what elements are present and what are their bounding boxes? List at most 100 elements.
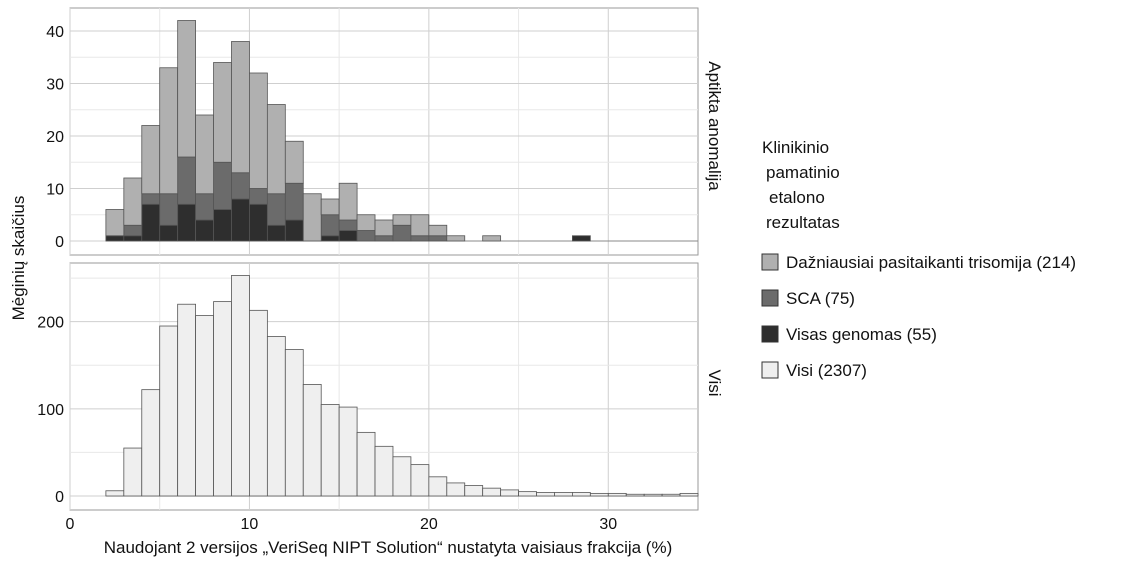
bar [374, 219, 394, 237]
legend-label-common-trisomy: Dažniausiai pasitaikanti trisomija (214) [786, 253, 1076, 272]
bar [607, 492, 627, 497]
bar [231, 172, 250, 200]
y-tick-label: 100 [37, 402, 64, 419]
bar [141, 193, 161, 205]
legend: Klinikinio pamatinio etalono rezultatas … [761, 138, 1076, 380]
legend-title-line-3: etalono [769, 188, 825, 207]
bar [213, 161, 232, 210]
legend-title-line-1: Klinikinio [762, 138, 829, 157]
bar [249, 188, 268, 205]
bar [356, 214, 376, 231]
y-axis-title: Mėginių skaičius [9, 196, 28, 321]
strip-label-anomaly: Aptikta anomalija [705, 61, 724, 191]
bar [392, 456, 412, 497]
bar [572, 235, 591, 242]
bar [446, 235, 466, 242]
bar [177, 303, 197, 497]
bar [536, 492, 555, 497]
legend-label-sca: SCA (75) [786, 289, 855, 308]
bar [464, 485, 484, 497]
legend-swatch-all [761, 361, 779, 379]
bar [338, 230, 358, 242]
y-tick-label: 30 [46, 77, 64, 94]
bar [338, 406, 358, 497]
bar [428, 476, 448, 497]
legend-swatch-sca [761, 289, 779, 307]
bar [428, 224, 448, 237]
bar [338, 182, 358, 221]
bar [356, 431, 376, 497]
bar [643, 493, 663, 497]
legend-title-line-2: pamatinio [766, 163, 840, 182]
bar [428, 235, 448, 242]
bar [589, 492, 609, 497]
bar [266, 336, 286, 497]
bar [195, 193, 214, 221]
bar [284, 349, 304, 497]
bar [213, 301, 232, 497]
x-tick-label: 10 [241, 516, 259, 533]
bar [141, 203, 161, 242]
bar [159, 224, 179, 242]
bar [266, 193, 286, 226]
y-tick-label: 200 [37, 315, 64, 332]
bar [213, 62, 232, 163]
bar [679, 492, 699, 497]
bar [356, 230, 376, 242]
bar [123, 447, 143, 497]
bar [284, 219, 304, 242]
bar [159, 67, 179, 195]
bar [177, 156, 197, 205]
panel-all: 0 100 200 [37, 262, 699, 511]
bar [302, 193, 322, 242]
bar [141, 125, 161, 195]
panel-anomaly-detected: 0 10 20 30 40 [46, 7, 699, 256]
bar [482, 235, 502, 242]
bar [374, 445, 394, 497]
x-axis: 0 10 20 30 [66, 516, 618, 533]
legend-label-genome-wide: Visas genomas (55) [786, 325, 937, 344]
bar [231, 275, 250, 497]
legend-label-all: Visi (2307) [786, 361, 867, 380]
bar [231, 198, 250, 242]
bar [159, 193, 179, 226]
bar [320, 198, 340, 216]
y-tick-label: 0 [55, 489, 64, 506]
bar [195, 315, 214, 497]
bar [661, 493, 681, 497]
x-tick-label: 30 [599, 516, 617, 533]
bar [500, 489, 519, 497]
bar [392, 214, 412, 226]
x-axis-title: Naudojant 2 versijos „VeriSeq NIPT Solut… [104, 538, 673, 557]
bar [446, 482, 466, 497]
bar [266, 104, 286, 195]
bar [374, 235, 394, 242]
bar [266, 224, 286, 242]
bar [625, 493, 645, 497]
bar [177, 20, 197, 158]
strip-label-all: Visi [705, 369, 724, 396]
y-tick-label: 0 [55, 234, 64, 251]
bar [482, 487, 502, 497]
bar [213, 209, 232, 242]
bar [249, 309, 268, 497]
bar [231, 41, 250, 174]
bar [338, 219, 358, 231]
bar [554, 492, 573, 497]
bar [249, 203, 268, 242]
bar [249, 72, 268, 189]
bar [105, 209, 125, 237]
bar [105, 235, 125, 242]
bar [320, 214, 340, 237]
bar [195, 219, 214, 242]
bar [320, 235, 340, 242]
bar [105, 490, 125, 497]
bar [392, 224, 412, 242]
bar [320, 404, 340, 497]
bar [195, 114, 214, 195]
bar [123, 224, 143, 237]
y-tick-label: 10 [46, 182, 64, 199]
bar [518, 491, 537, 497]
bar [572, 492, 591, 497]
